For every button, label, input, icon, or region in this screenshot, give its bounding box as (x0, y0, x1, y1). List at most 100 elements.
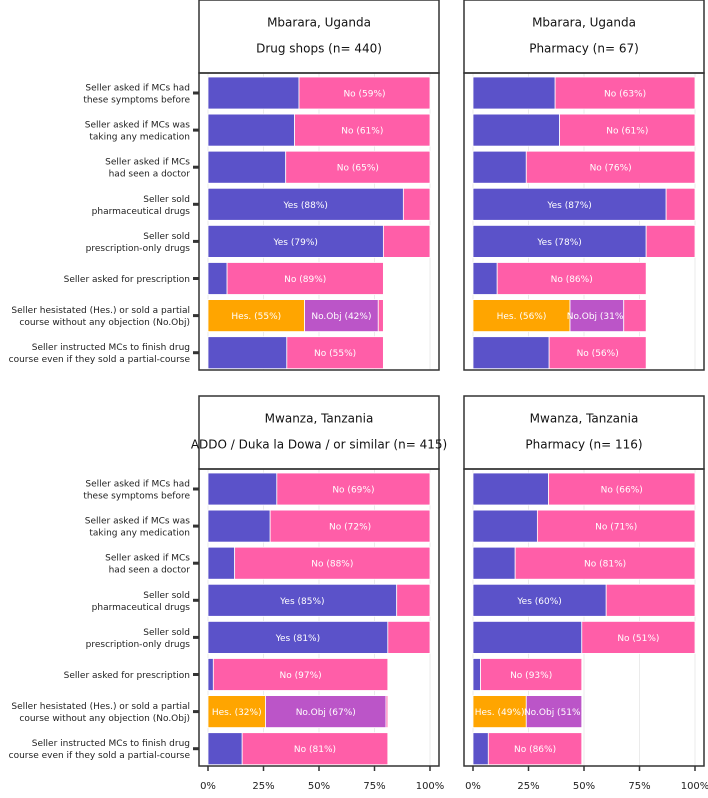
bar-segment-no (665, 187, 696, 221)
bar-label-no: No (72%) (329, 523, 371, 533)
row-label: these symptoms before (83, 492, 190, 502)
bar-label-no_objection: No.Obj (31%) (567, 312, 627, 322)
row-label: Seller hesistated (Hes.) or sold a parti… (11, 306, 190, 316)
bar-segment-no (402, 187, 431, 221)
bar-segment-yes (472, 224, 647, 258)
bar-label-no: No (61%) (606, 127, 648, 137)
bar-label-no_objection: No.Obj (51%) (524, 708, 584, 718)
facet-strip (463, 0, 705, 74)
bar-label-yes: Yes (60%) (516, 597, 561, 607)
x-tick-label: 50% (308, 781, 330, 792)
bar-label-yes: Yes (81%) (275, 634, 320, 644)
facet-title-line2: Drug shops (n= 440) (256, 42, 382, 56)
bar-label-no: No (65%) (337, 164, 379, 174)
panel-border (463, 72, 705, 371)
bar-label-yes: Yes (88%) (282, 201, 327, 211)
bar-segment-hesitated (207, 299, 305, 333)
bar-label-hesitated: Hes. (56%) (497, 312, 547, 322)
row-label: taking any medication (89, 133, 190, 143)
row-label: course without any objection (No.Obj) (19, 318, 190, 328)
bar-segment-no_objection (304, 299, 379, 333)
row-label: course even if they sold a partial-cours… (9, 355, 191, 365)
bar-segment-yes (207, 113, 295, 147)
bar-segment-yes (472, 621, 583, 654)
bar-segment-no (269, 509, 431, 543)
bar-segment-yes (472, 732, 489, 766)
bar-segment-no (514, 546, 696, 580)
facet-title-line1: Mbarara, Uganda (267, 16, 371, 30)
row-label: Seller sold (143, 628, 190, 638)
bar-segment-no (382, 224, 431, 258)
row-label: prescription-only drugs (86, 640, 191, 650)
row-label: course without any objection (No.Obj) (19, 714, 190, 724)
bar-label-no: No (86%) (514, 745, 556, 755)
bar-segment-yes (472, 546, 516, 580)
facet-title-line2: Pharmacy (n= 116) (525, 438, 642, 452)
row-label: these symptoms before (83, 96, 190, 106)
bar-segment-yes (472, 509, 538, 543)
bar-segment-yes (207, 262, 228, 295)
bar-segment-no (554, 76, 696, 110)
bar-segment-no (487, 732, 583, 766)
x-tick-label: 75% (363, 781, 385, 792)
row-label: Seller sold (143, 232, 190, 242)
row-label: Seller asked if MCs (105, 554, 190, 564)
row-label: pharmaceutical drugs (92, 207, 191, 217)
facet-title-line2: Pharmacy (n= 67) (529, 42, 639, 56)
bar-label-no: No (76%) (590, 164, 632, 174)
row-label: Seller hesistated (Hes.) or sold a parti… (11, 702, 190, 712)
bar-segment-yes (207, 658, 214, 691)
row-label: Seller asked if MCs had (85, 480, 190, 490)
bar-segment-yes (207, 509, 271, 543)
bar-segment-yes (207, 583, 398, 617)
bar-label-yes: Yes (85%) (279, 597, 324, 607)
row-label: had seen a doctor (109, 170, 191, 180)
bar-segment-no (387, 621, 431, 654)
bar-segment-no (385, 695, 389, 728)
row-label: pharmaceutical drugs (92, 603, 191, 613)
bar-segment-no (581, 621, 696, 654)
bar-label-no: No (69%) (332, 486, 374, 496)
facet-title-line1: Mwanza, Tanzania (265, 412, 374, 426)
bar-segment-no (294, 113, 431, 147)
bar-label-yes: Yes (87%) (546, 201, 591, 211)
facet-strip (198, 395, 440, 470)
bar-label-no: No (71%) (595, 523, 637, 533)
bar-label-hesitated: Hes. (55%) (231, 312, 281, 322)
row-label: Seller asked if MCs was (85, 121, 191, 131)
bar-segment-no (536, 509, 696, 543)
x-tick-label: 0% (200, 781, 216, 792)
bar-label-no: No (56%) (577, 349, 619, 359)
panel-4: Mwanza, Tanzania Pharmacy (n= 116) No (66%… (463, 395, 708, 792)
bar-segment-yes (472, 150, 527, 184)
x-tick-label: 25% (252, 781, 274, 792)
row-label: Seller asked for prescription (64, 671, 190, 681)
bar-label-no_objection: No.Obj (67%) (296, 708, 356, 718)
row-label: Seller asked if MCs (105, 158, 190, 168)
facet-title-line1: Mwanza, Tanzania (530, 412, 639, 426)
bar-segment-no_objection (525, 695, 583, 728)
row-label: course even if they sold a partial-cours… (9, 751, 191, 761)
x-tick-label: 75% (628, 781, 650, 792)
bar-segment-no (605, 583, 696, 617)
bar-segment-yes (207, 150, 287, 184)
bar-segment-no (496, 262, 647, 295)
row-label: Seller sold (143, 195, 190, 205)
facet-title-line2: ADDO / Duka la Dowa / or similar (n= 415… (191, 438, 447, 452)
bar-segment-no (234, 546, 431, 580)
bar-label-no: No (88%) (311, 560, 353, 570)
row-label: Seller asked if MCs was (85, 517, 191, 527)
bar-label-no: No (97%) (280, 671, 322, 681)
bar-segment-no_objection (265, 695, 387, 728)
bar-label-hesitated: Hes. (49%) (475, 708, 525, 718)
row-label: taking any medication (89, 529, 190, 539)
bar-label-hesitated: Hes. (32%) (212, 708, 262, 718)
bar-segment-yes (472, 658, 481, 691)
bar-segment-no (377, 299, 384, 333)
bar-segment-no (548, 336, 647, 370)
bar-label-yes: Yes (79%) (272, 238, 317, 248)
panel-2: Mbarara, Uganda Pharmacy (n= 67) No (63%) N… (463, 0, 705, 371)
bar-segment-no (298, 76, 431, 110)
x-tick-label: 100% (681, 781, 708, 792)
bar-segment-yes (207, 546, 236, 580)
